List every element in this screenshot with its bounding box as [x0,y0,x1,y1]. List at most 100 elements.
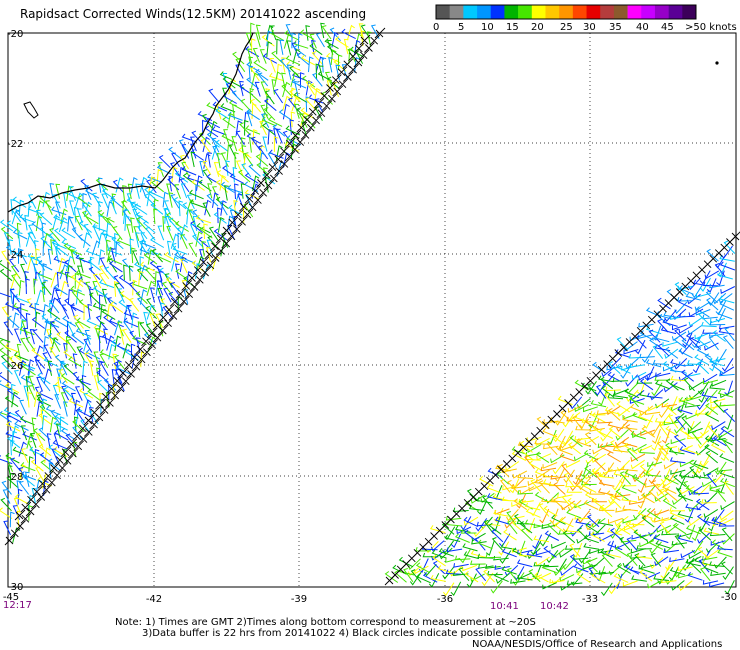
wind-barb [5,452,20,464]
wind-barb [623,524,639,531]
wind-barb [43,279,48,295]
wind-barb [552,428,565,443]
wind-barb [705,541,720,554]
wind-barb [268,149,284,159]
colorbar-swatch [518,5,533,19]
wind-barb [717,310,733,320]
wind-barb [231,136,238,152]
rain-flag [369,34,381,46]
colorbar-swatch [613,5,628,19]
rain-flag [215,232,227,244]
wind-barb [49,183,55,199]
wind-barb [620,537,637,543]
wind-barb [267,116,283,127]
wind-barb [206,247,212,263]
wind-barb [712,435,727,447]
rain-flag [321,100,333,111]
wind-barb [262,53,278,64]
rain-flag [319,90,331,101]
wind-barb [109,301,124,314]
wind-barb [315,32,325,48]
wind-barb [639,468,654,479]
wind-barb [525,508,541,518]
wind-barb [211,126,227,136]
wind-barb [18,480,30,495]
wind-barb [93,324,109,335]
wind-barb [656,486,671,497]
wind-barb [454,555,471,561]
colorbar-tick: 30 [583,22,596,33]
wind-barb [124,304,131,321]
wind-barb [154,270,160,287]
wind-barb [616,523,631,535]
wind-barb [179,154,190,170]
rain-flag [284,137,296,149]
wind-barb [122,209,133,224]
wind-barb [14,409,27,424]
colorbar-swatch [627,5,642,19]
wind-barb [641,515,655,528]
wind-barb [688,515,703,526]
wind-barb [486,484,502,494]
wind-barb [638,322,654,328]
rain-flag [26,493,37,505]
wind-barb [486,570,503,576]
wind-barb [513,498,528,511]
wind-barb [445,557,461,563]
wind-barb [528,484,544,492]
wind-barb [721,533,735,545]
wind-barb [488,522,502,535]
wind-barb [673,474,687,487]
wind-barb [151,179,165,193]
wind-barb [552,433,567,446]
wind-barb [403,568,414,583]
wind-barb [261,116,277,127]
wind-barb [463,516,479,526]
wind-barb [111,368,117,385]
wind-barb [498,463,510,478]
wind-barb [724,327,735,342]
wind-barb [279,58,291,73]
wind-barb [559,436,573,449]
wind-barb [234,183,239,200]
wind-barb [662,361,677,373]
wind-barb [720,245,733,260]
wind-barb [695,444,710,456]
wind-barb [19,399,27,415]
wind-barb [36,394,46,410]
wind-barb [63,401,68,417]
wind-barb [630,453,646,462]
wind-barb [13,351,29,361]
wind-barb [44,319,51,336]
wind-barb [621,439,638,448]
wind-barb [212,145,220,161]
wind-barb [475,567,487,582]
wind-barb [629,395,645,405]
wind-barb [655,372,671,378]
wind-barb [605,550,622,558]
wind-barb [598,390,608,406]
wind-barb [219,71,235,81]
wind-barb [174,263,180,279]
wind-barb [326,44,340,57]
wind-barb [668,414,679,429]
wind-barb [55,247,60,263]
wind-barb [213,211,227,224]
wind-barb [146,304,156,320]
wind-barb [506,520,518,535]
wind-barb [128,282,141,296]
wind-barb [177,232,182,249]
wind-barb [641,349,654,363]
wind-barb [422,572,438,583]
wind-barb [111,193,117,209]
rain-flag [205,259,217,271]
rain-flag [43,470,55,481]
wind-barb [97,210,109,224]
rain-flag [66,438,78,450]
wind-barb [157,162,164,177]
wind-barb [42,240,48,256]
wind-barb [201,241,206,257]
wind-barb [21,448,29,464]
wind-barb [116,237,132,247]
wind-barb [696,460,709,474]
